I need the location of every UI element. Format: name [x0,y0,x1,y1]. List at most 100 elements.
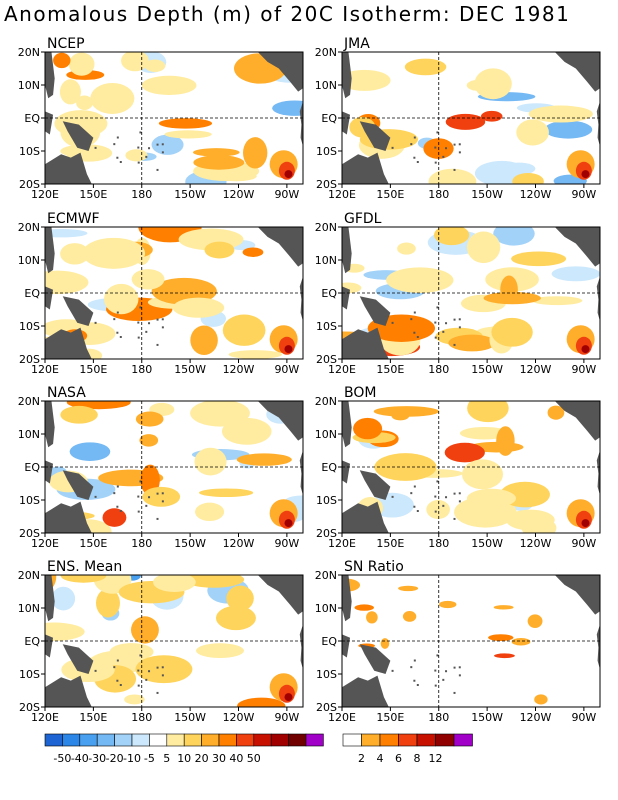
anomaly-cool-area [503,162,536,175]
lon-tick-label: 180 [131,363,152,376]
land-south-america [596,276,600,359]
land-island [413,505,416,508]
anomaly-warm-area [531,296,583,306]
land-sulawesi [45,460,54,484]
land-sulawesi [342,634,351,658]
land-island [458,492,461,495]
anomaly-warm-area [237,697,286,707]
land-south-america [299,624,303,707]
anomaly-warm-area [511,251,567,267]
anomaly-warm-area [121,52,149,72]
land-philippines [342,401,352,448]
lon-tick-label: 150E [79,363,107,376]
anomaly-warm-area [194,447,227,476]
anomaly-warm-area [124,694,145,705]
colorbar-swatch [379,733,399,747]
lon-tick-label: 150E [79,537,107,550]
colorbar-swatch [416,733,436,747]
land-australia [342,152,389,184]
lon-tick-label: 120W [223,363,255,376]
land-island [137,495,140,498]
anomaly-warm-area [45,622,85,641]
land-new-guinea [62,296,94,326]
land-island [413,485,416,488]
colorbar-label: -5 [144,752,155,765]
land-island [94,146,97,149]
lat-tick-label: EQ [321,461,337,474]
colorbar-swatch [236,733,255,747]
land-island [391,669,394,672]
land-australia [45,152,92,184]
lat-tick-label: EQ [321,112,337,125]
lat-tick-label: 20S [19,527,40,540]
anomaly-cool-area [551,266,600,282]
lon-tick-label: 90W [571,537,596,550]
land-australia [342,501,389,533]
anomaly-warm-area [462,459,504,490]
lat-tick-label: 10N [315,254,337,267]
lon-tick-label: 120W [223,537,255,550]
land-australia [45,327,92,359]
lat-tick-label: 10S [19,145,40,158]
lat-tick-label: 20S [316,178,337,191]
anomaly-warm-core [284,170,293,179]
colorbar-swatch [253,733,272,747]
land-island [139,131,142,134]
lat-tick-label: 20N [18,395,40,408]
lon-tick-label: 150W [174,188,206,201]
land-island [442,678,445,681]
lat-tick-label: 20N [315,395,337,408]
panel-title: NASA [47,385,86,401]
anomaly-warm-area [380,638,390,649]
colorbar-label: -40 [71,752,89,765]
anomaly-warm-area [190,401,250,427]
colorbar-label: 5 [163,752,170,765]
lon-tick-label: 150W [471,711,503,724]
anomaly-warm-area [342,69,391,91]
lon-tick-label: 150W [471,363,503,376]
land-central-america [257,227,303,267]
land-island [116,136,119,139]
land-island [156,517,159,520]
land-island [453,492,456,495]
land-island [94,321,97,324]
anomaly-warm-area [172,297,225,318]
land-island [139,306,142,309]
anomaly-warm-area [491,317,533,347]
colorbar-swatch [218,733,237,747]
colorbar-swatch [166,733,185,747]
anomaly-warm-area [439,600,457,609]
colorbar-label: -30 [88,752,106,765]
lat-tick-label: 10S [316,320,337,333]
anomaly-warm-area [68,52,95,76]
land-island [161,326,164,329]
lon-tick-label: 90W [274,537,299,550]
anomaly-warm-core [581,519,590,528]
lon-tick-label: 150W [471,537,503,550]
lon-tick-label: 180 [428,537,449,550]
land-sulawesi [342,286,351,310]
colorbar-swatch [342,733,362,747]
land-island [116,331,119,334]
anomaly-warm-area [152,575,196,592]
land-new-guinea [359,644,391,674]
land-island [434,146,437,149]
lat-tick-label: 20N [18,569,40,582]
colorbar-label: 40 [229,752,243,765]
colorbar-label: 20 [195,752,209,765]
land-new-guinea [62,121,94,151]
land-island [116,485,119,488]
land-sulawesi [342,111,351,135]
land-island [156,143,159,146]
lat-tick-label: 10S [316,494,337,507]
anomaly-warm-core [581,170,590,179]
anomaly-warm-area [480,110,503,122]
land-island [434,510,437,513]
lon-tick-label: 120E [328,711,356,724]
lon-tick-label: 150E [376,363,404,376]
colorbar-label: -50 [53,752,71,765]
